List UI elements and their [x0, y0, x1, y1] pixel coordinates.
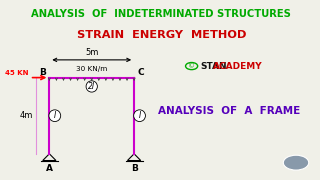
Text: ©: ©	[188, 63, 195, 69]
Circle shape	[283, 155, 309, 170]
Text: C: C	[137, 68, 144, 77]
Text: A: A	[46, 164, 53, 173]
Text: ACADEMY: ACADEMY	[213, 62, 263, 71]
Text: 4m: 4m	[20, 111, 33, 120]
Text: STAN: STAN	[200, 62, 227, 71]
Text: B: B	[39, 68, 46, 77]
Text: STRAIN  ENERGY  METHOD: STRAIN ENERGY METHOD	[76, 30, 246, 40]
Text: 2I: 2I	[88, 82, 95, 91]
Text: I: I	[139, 111, 141, 120]
Text: ANALYSIS  OF  A  FRAME: ANALYSIS OF A FRAME	[158, 106, 300, 116]
Text: 45 KN: 45 KN	[5, 70, 28, 76]
Text: 30 KN/m: 30 KN/m	[76, 66, 107, 72]
Text: B: B	[131, 164, 138, 173]
Text: ANALYSIS  OF  INDETERMINATED STRUCTURES: ANALYSIS OF INDETERMINATED STRUCTURES	[31, 9, 291, 19]
Text: 5m: 5m	[85, 48, 99, 57]
Text: I: I	[54, 111, 56, 120]
